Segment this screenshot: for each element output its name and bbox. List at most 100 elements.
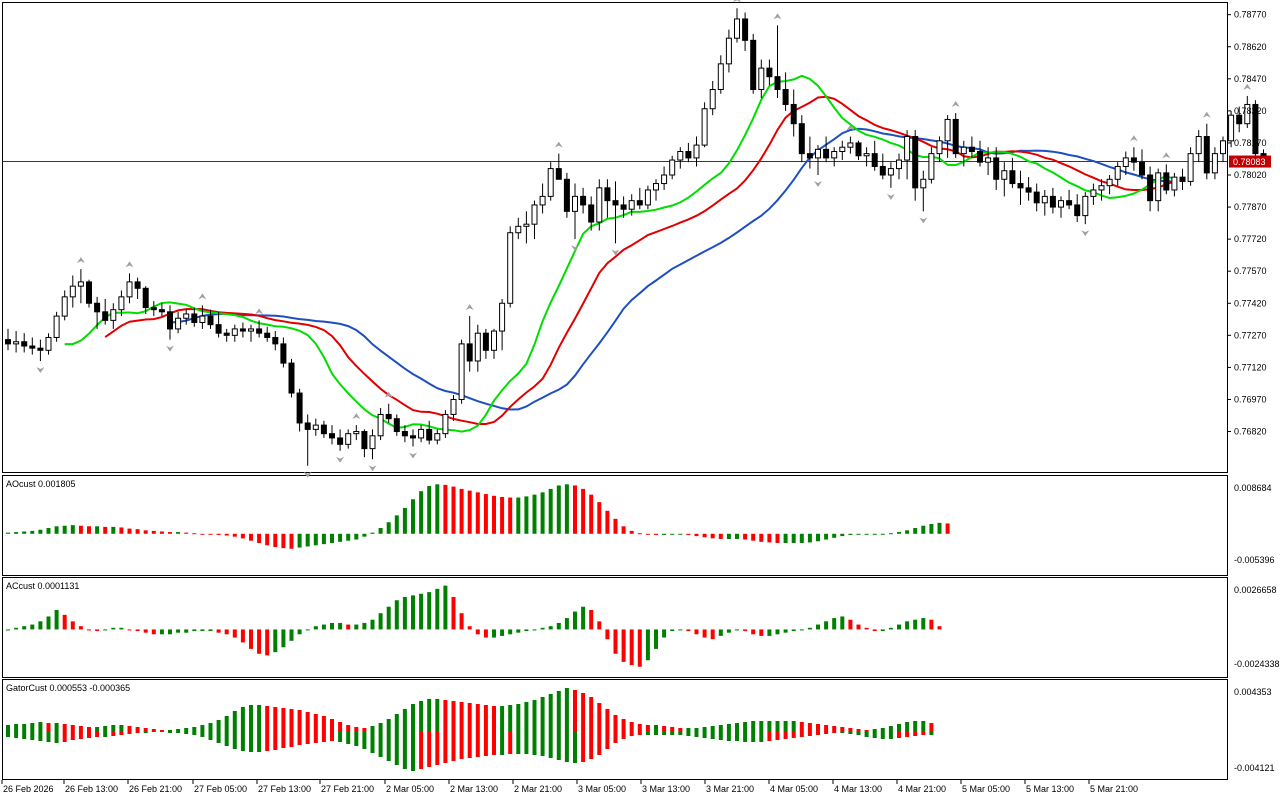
histogram-bar-down: [443, 484, 448, 534]
histogram-bar-down: [168, 532, 172, 534]
histogram-bar-down: [686, 533, 691, 535]
candle: [69, 275, 76, 308]
histogram-bar-down: [224, 533, 229, 536]
candle: [385, 403, 392, 423]
indicator-tick-label: 0.008684: [1234, 483, 1272, 493]
histogram-bar-down: [710, 533, 715, 539]
candle: [207, 309, 214, 329]
histogram-bar-down: [694, 533, 699, 537]
bull-candle-body: [369, 435, 376, 450]
bear-candle-body: [215, 324, 222, 334]
time-tick-label: 27 Feb 05:00: [194, 784, 247, 794]
candle: [863, 147, 870, 167]
candle: [499, 298, 506, 351]
bear-candle-body: [385, 413, 392, 420]
gator-upper-bar-up: [30, 723, 35, 731]
bull-candle-body: [1122, 157, 1129, 167]
gator-upper-bar-up: [686, 728, 691, 731]
histogram-bar-down: [257, 533, 262, 543]
candle: [742, 12, 749, 52]
histogram-bar-up: [516, 629, 521, 633]
histogram-bar-down: [589, 494, 594, 534]
price-tick-label: 0.78170: [1234, 138, 1267, 148]
candle: [782, 72, 789, 111]
gator-upper-bar-down: [475, 704, 480, 731]
histogram-bar-down: [143, 530, 148, 534]
gator-upper-bar-up: [508, 705, 513, 731]
gator-upper-bar-down: [297, 710, 302, 731]
fractal-down-icon: [36, 366, 45, 373]
gator-lower-bar-up: [548, 731, 553, 758]
bull-candle-body: [1098, 185, 1105, 191]
histogram-bar-up: [46, 528, 51, 534]
gator-lower-bar-down: [305, 731, 310, 744]
histogram-bar-down: [127, 528, 132, 534]
histogram-bar-up: [532, 629, 537, 631]
bull-candle-body: [628, 200, 635, 210]
candle: [77, 269, 84, 304]
bull-candle-body: [920, 178, 927, 189]
histogram-bar-down: [508, 497, 513, 534]
bear-candle-body: [256, 328, 263, 334]
candle: [879, 153, 886, 180]
bull-candle-body: [248, 328, 254, 332]
gator-indicator-panel[interactable]: [6, 688, 934, 771]
histogram-bar-up: [354, 624, 359, 630]
ao-indicator-panel[interactable]: [6, 484, 950, 549]
histogram-bar-up: [330, 622, 334, 630]
histogram-bar-down: [135, 529, 140, 534]
fractal-up-icon: [198, 293, 207, 300]
gator-upper-bar-up: [249, 705, 253, 731]
bull-candle-body: [1041, 195, 1048, 204]
histogram-bar-up: [273, 629, 278, 653]
candle: [758, 59, 765, 99]
bull-candle-body: [936, 140, 943, 155]
ac-indicator-panel[interactable]: [6, 585, 942, 667]
candle: [1187, 147, 1194, 186]
gator-lower-bar-up: [694, 731, 699, 737]
fractal-down-icon: [814, 181, 822, 188]
bull-candle-body: [474, 332, 481, 362]
time-tick-label: 27 Feb 21:00: [321, 784, 374, 794]
fractal-up-icon: [554, 141, 563, 148]
candle: [871, 140, 878, 171]
candle: [239, 322, 246, 338]
candle: [960, 140, 967, 167]
gator-lower-bar-up: [759, 731, 764, 742]
gator-upper-bar-down: [354, 727, 359, 731]
candle: [507, 226, 514, 308]
histogram-bar-up: [281, 629, 286, 648]
gator-upper-bar-down: [807, 723, 812, 731]
bull-candle-body: [1211, 153, 1218, 174]
candle: [167, 305, 173, 340]
histogram-bar-down: [265, 629, 270, 656]
bull-candle-body: [458, 343, 465, 400]
histogram-bar-down: [200, 533, 205, 535]
candle: [13, 331, 20, 353]
histogram-bar-down: [240, 533, 245, 539]
histogram-bar-up: [443, 585, 448, 630]
histogram-bar-down: [87, 526, 91, 534]
histogram-bar-up: [346, 533, 351, 541]
time-tick-label: 4 Mar 05:00: [770, 784, 818, 794]
gator-lower-bar-down: [443, 731, 448, 763]
candle: [1025, 177, 1032, 201]
bear-candle-body: [337, 437, 344, 445]
gator-upper-bar-up: [168, 730, 172, 731]
gator-upper-bar-down: [305, 712, 310, 731]
bear-candle-body: [855, 142, 862, 157]
gator-lower-bar-up: [168, 731, 172, 733]
main-price-panel[interactable]: [3, 0, 1267, 478]
histogram-bar-up: [184, 629, 189, 633]
candle: [1220, 136, 1226, 163]
bear-candle-body: [952, 118, 959, 155]
bear-candle-body: [774, 76, 781, 91]
price-tick-label: 0.77270: [1234, 330, 1267, 340]
gator-upper-bar-down: [929, 723, 934, 731]
fractal-up-icon: [384, 391, 393, 398]
candle: [1114, 162, 1121, 186]
candle: [215, 311, 222, 338]
gator-lower-bar-up: [564, 731, 569, 762]
gator-upper-bar-up: [718, 725, 723, 731]
